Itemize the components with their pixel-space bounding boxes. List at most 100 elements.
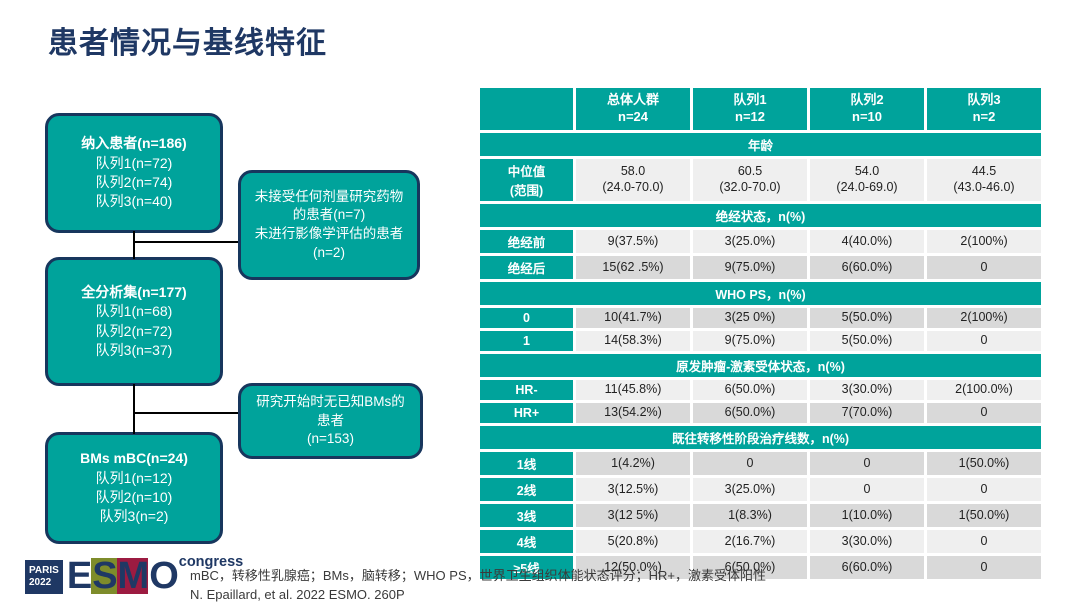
row-label: ≥5线 — [480, 556, 573, 579]
row-label: 4线 — [480, 530, 573, 553]
flowbox-line: 队列3(n=37) — [95, 341, 173, 358]
row-label: 0 — [480, 308, 573, 328]
flowbox-line: 队列2(n=10) — [95, 489, 173, 505]
value-cell: 14(58.3%) — [576, 331, 690, 351]
esmo-letter-s: S — [91, 554, 118, 597]
value-cell: 0 — [927, 478, 1041, 501]
value-cell: 0 — [693, 452, 807, 475]
esmo-logo: PARIS 2022 E S M O congress — [25, 554, 244, 597]
column-header: 队列1 n=12 — [693, 88, 807, 130]
value-cell: 3(12.5%) — [576, 478, 690, 501]
value-cell: 44.5 (43.0-46.0) — [927, 159, 1041, 201]
value-cell: 1(4.2%) — [576, 452, 690, 475]
flowbox-line: 未进行影像学评估的患者 — [254, 226, 404, 241]
section-header: 原发肿瘤-激素受体状态，n(%) — [480, 354, 1041, 377]
value-cell: 60.5 (32.0-70.0) — [693, 159, 807, 201]
flowbox-line: 队列3(n=40) — [95, 193, 173, 210]
value-cell: 2(100%) — [927, 230, 1041, 253]
column-header: 队列2 n=10 — [810, 88, 924, 130]
row-label: HR- — [480, 380, 573, 400]
flowbox-line: 队列1(n=68) — [95, 303, 173, 320]
esmo-logo-paris-box: PARIS 2022 — [25, 560, 63, 594]
esmo-letter-e: E — [66, 554, 92, 597]
value-cell: 6(50.0%) — [693, 403, 807, 423]
column-header: 队列3 n=2 — [927, 88, 1041, 130]
value-cell: 7(70.0%) — [810, 403, 924, 423]
flowbox-line: 队列3(n=2) — [99, 508, 169, 525]
flowbox-line: 队列1(n=12) — [95, 469, 173, 486]
column-header: 总体人群 n=24 — [576, 88, 690, 130]
value-cell: 11(45.8%) — [576, 380, 690, 400]
esmo-letter-o: O — [149, 554, 179, 597]
flowbox-line: BMs mBC(n=24) — [80, 450, 188, 467]
value-cell: 3(12 5%) — [576, 504, 690, 527]
esmo-logo-paris: PARIS — [29, 565, 59, 576]
flowbox-line: 的患者(n=7) — [292, 207, 366, 223]
flowbox-excluded-1: 未接受任何剂量研究药物 的患者(n=7) 未进行影像学评估的患者 (n=2) — [238, 170, 420, 280]
flowbox-full-analysis: 全分析集(n=177) 队列1(n=68) 队列2(n=72) 队列3(n=37) — [45, 257, 223, 386]
section-header: WHO PS，n(%) — [480, 282, 1041, 305]
value-cell: 10(41.7%) — [576, 308, 690, 328]
section-header: 绝经状态，n(%) — [480, 204, 1041, 227]
value-cell: 6(50.0%) — [693, 556, 807, 579]
row-label: 1线 — [480, 452, 573, 475]
connector-line — [134, 412, 238, 414]
value-cell: 12(50.0%) — [576, 556, 690, 579]
esmo-logo-year: 2022 — [29, 577, 52, 588]
value-cell: 1(10.0%) — [810, 504, 924, 527]
value-cell: 1(50.0%) — [927, 504, 1041, 527]
value-cell: 13(54.2%) — [576, 403, 690, 423]
data-row: HR- 11(45.8%) 6(50.0%) 3(30.0%) 2(100.0%) — [480, 380, 1041, 400]
data-row: 1线 1(4.2%) 0 0 1(50.0%) — [480, 452, 1041, 475]
value-cell: 58.0 (24.0-70.0) — [576, 159, 690, 201]
value-cell: 1(50.0%) — [927, 452, 1041, 475]
value-cell: 2(100%) — [927, 308, 1041, 328]
value-cell: 0 — [927, 256, 1041, 279]
flowbox-bms-mbc: BMs mBC(n=24) 队列1(n=12) 队列2(n=10) 队列3(n=2) — [45, 432, 223, 544]
row-label: HR+ — [480, 403, 573, 423]
section-header: 年龄 — [480, 133, 1041, 156]
value-cell: 6(50.0%) — [693, 380, 807, 400]
value-cell: 1(8.3%) — [693, 504, 807, 527]
data-row: 3线 3(12 5%) 1(8.3%) 1(10.0%) 1(50.0%) — [480, 504, 1041, 527]
value-cell: 6(60.0%) — [810, 256, 924, 279]
value-cell: 5(50.0%) — [810, 331, 924, 351]
value-cell: 3(30.0%) — [810, 530, 924, 553]
flowbox-line: 队列2(n=72) — [95, 322, 173, 339]
value-cell: 0 — [927, 331, 1041, 351]
value-cell: 3(25 0%) — [693, 308, 807, 328]
value-cell: 6(60.0%) — [810, 556, 924, 579]
table-header-row: 总体人群 n=24 队列1 n=12 队列2 n=10 队列3 n=2 — [480, 88, 1041, 130]
page-title: 患者情况与基线特征 — [48, 27, 327, 60]
data-row: 0 10(41.7%) 3(25 0%) 5(50.0%) 2(100%) — [480, 308, 1041, 328]
value-cell: 15(62 .5%) — [576, 256, 690, 279]
value-cell: 4(40.0%) — [810, 230, 924, 253]
esmo-logo-congress: congress — [178, 554, 244, 570]
value-cell: 3(30.0%) — [810, 380, 924, 400]
value-cell: 0 — [927, 403, 1041, 423]
data-row: HR+ 13(54.2%) 6(50.0%) 7(70.0%) 0 — [480, 403, 1041, 423]
data-row: 2线 3(12.5%) 3(25.0%) 0 0 — [480, 478, 1041, 501]
data-row: ≥5线 12(50.0%) 6(50.0%) 6(60.0%) 0 — [480, 556, 1041, 579]
section-row: 绝经状态，n(%) — [480, 204, 1041, 227]
value-cell: 0 — [810, 478, 924, 501]
flowbox-line: 纳入患者(n=186) — [81, 135, 187, 152]
value-cell: 3(25.0%) — [693, 478, 807, 501]
esmo-letter-m: M — [116, 554, 149, 597]
row-label: 1 — [480, 331, 573, 351]
value-cell: 9(37.5%) — [576, 230, 690, 253]
value-cell: 2(16.7%) — [693, 530, 807, 553]
flowbox-line: 队列1(n=72) — [95, 154, 173, 171]
section-row: 年龄 — [480, 133, 1041, 156]
data-row: 4线 5(20.8%) 2(16.7%) 3(30.0%) 0 — [480, 530, 1041, 553]
flowbox-line: 未接受任何剂量研究药物 — [254, 188, 404, 204]
flowbox-line: 队列2(n=74) — [95, 174, 173, 190]
section-row: 原发肿瘤-激素受体状态，n(%) — [480, 354, 1041, 377]
data-row: 绝经后 15(62 .5%) 9(75.0%) 6(60.0%) 0 — [480, 256, 1041, 279]
section-row: WHO PS，n(%) — [480, 282, 1041, 305]
flowbox-line: (n=153) — [307, 431, 354, 447]
value-cell: 9(75.0%) — [693, 331, 807, 351]
value-cell: 2(100.0%) — [927, 380, 1041, 400]
value-cell: 54.0 (24.0-69.0) — [810, 159, 924, 201]
flowbox-line: (n=2) — [313, 244, 345, 260]
